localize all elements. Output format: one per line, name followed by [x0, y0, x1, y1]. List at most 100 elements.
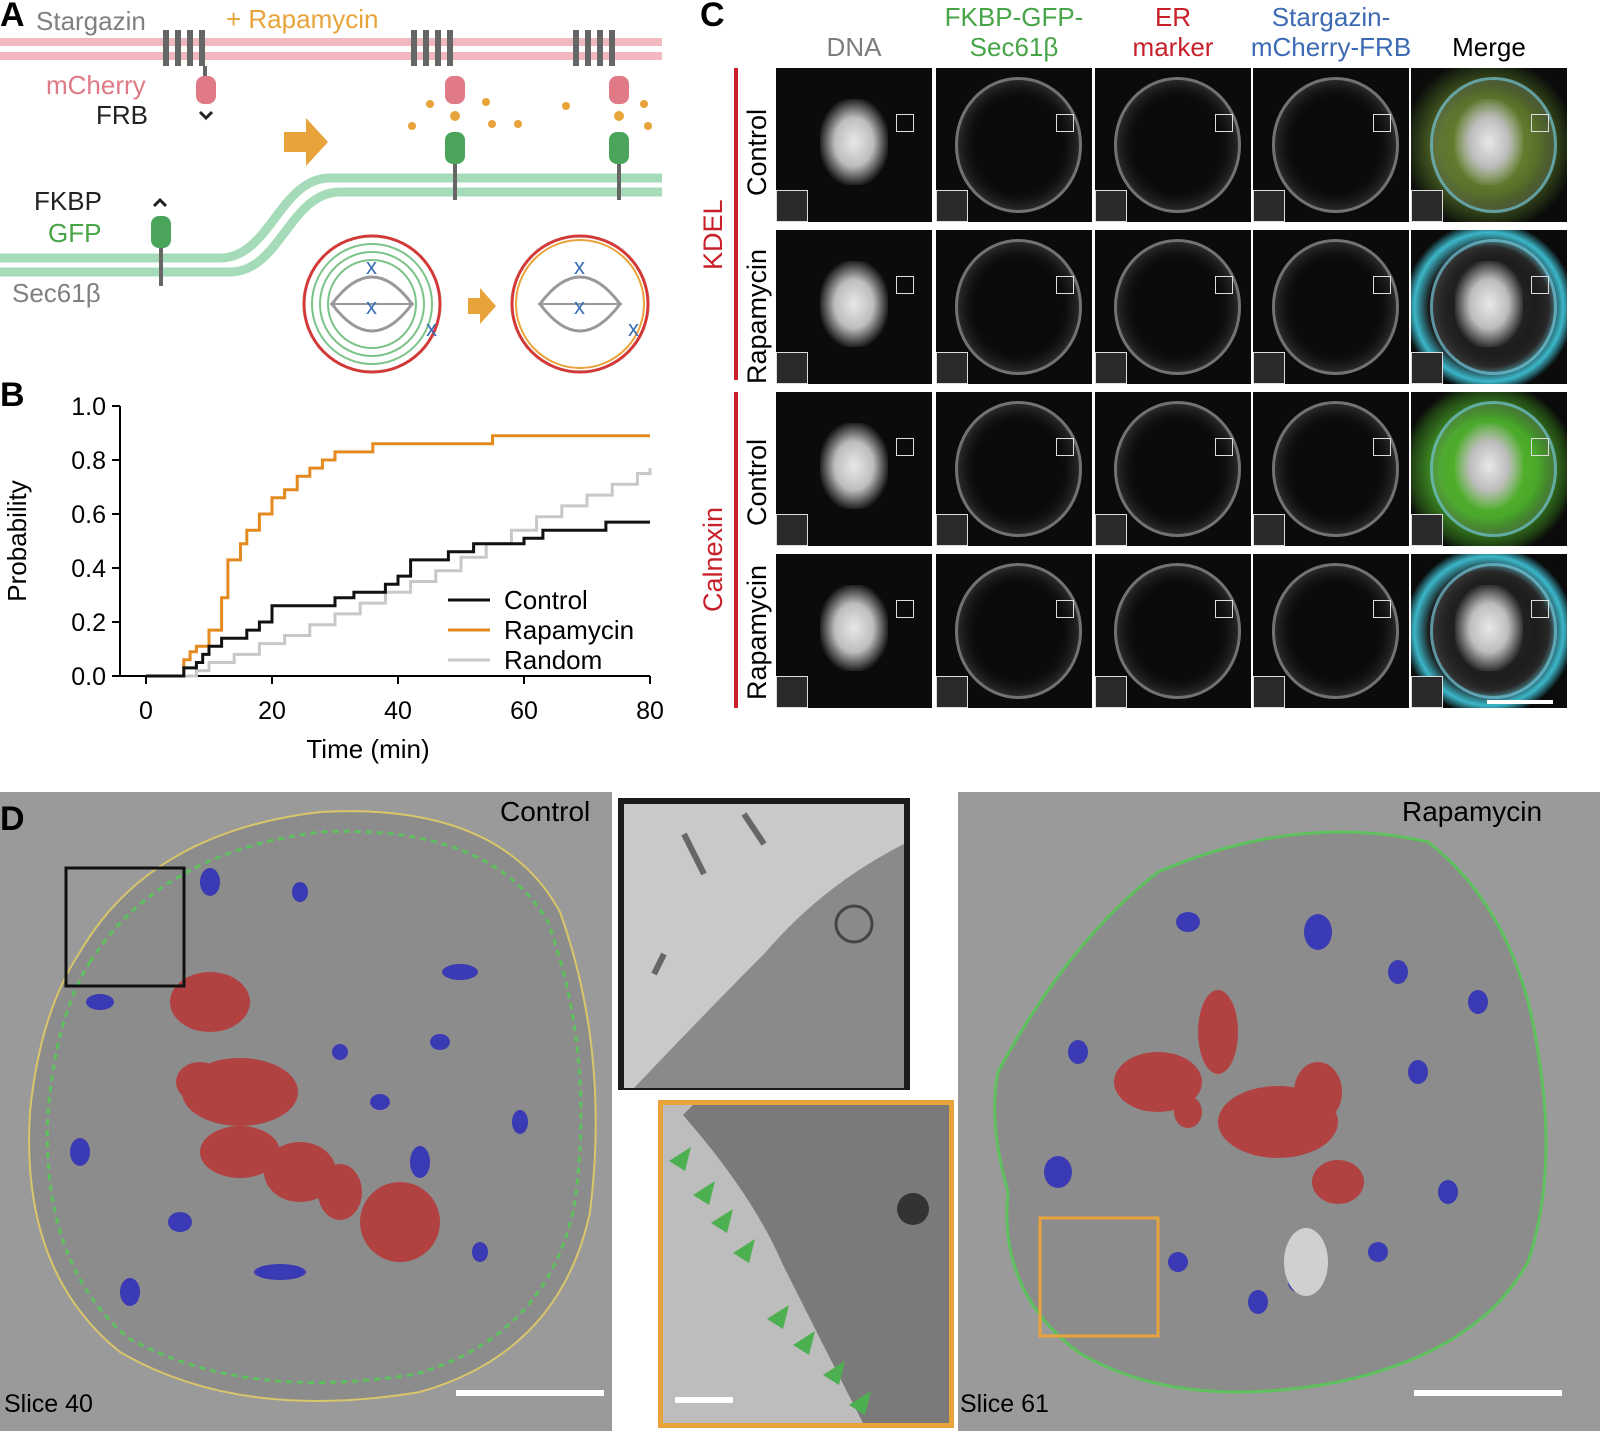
zoom-region-box — [896, 276, 914, 294]
frb-label: FRB — [96, 100, 148, 130]
column-header-line2: DNA — [826, 32, 882, 62]
micrograph-r3-c4 — [1411, 554, 1567, 708]
column-header-4: Merge — [1401, 2, 1577, 62]
rapamycin-particles — [408, 98, 652, 130]
er-trace-rapamycin — [993, 830, 1548, 1394]
zoom-region-box — [1056, 114, 1074, 132]
micrograph-r3-c1 — [936, 554, 1092, 708]
x-axis-label: Time (min) — [306, 734, 429, 764]
zoom-inset — [1095, 514, 1127, 546]
zoom-inset — [1095, 676, 1127, 708]
zoom-inset — [936, 190, 968, 222]
panel-c-letter: C — [700, 0, 725, 34]
scale-bar-rapamycin — [1414, 1390, 1562, 1396]
arrow-right-icon — [284, 118, 328, 166]
micrograph-r1-c4 — [1411, 230, 1567, 384]
row-label-1: Control — [742, 108, 772, 196]
zoom-inset — [1411, 190, 1443, 222]
svg-text:x: x — [628, 316, 639, 341]
column-header-1: FKBP-GFP- Sec61β — [926, 2, 1102, 62]
row-label-4: Rapamycin — [742, 564, 772, 700]
x-tick-label: 60 — [510, 697, 538, 725]
column-header-line1 — [766, 2, 942, 32]
zoom-inset — [1253, 352, 1285, 384]
column-header-line2: mCherry-FRB — [1250, 32, 1412, 62]
y-tick-label: 0.0 — [71, 663, 106, 691]
x-tick-label: 80 — [636, 697, 664, 725]
column-header-0: DNA — [766, 2, 942, 62]
cell-outline — [1429, 77, 1558, 213]
micrograph-r2-c2 — [1095, 392, 1251, 546]
em-zoom-rapamycin-frame — [658, 1100, 954, 1428]
plasma-membrane-upper — [0, 38, 662, 46]
chromosome-cluster — [819, 422, 889, 510]
zoom-region-box — [1531, 600, 1549, 618]
arrow-right-small-icon — [468, 288, 496, 324]
cell-body-control — [28, 810, 597, 1402]
em-zoom-rapamycin-drawing — [669, 1105, 949, 1423]
zoom-region-box — [1215, 438, 1233, 456]
zoom-region-box — [1215, 276, 1233, 294]
svg-text:x: x — [366, 254, 377, 279]
cell-outline — [1113, 401, 1242, 537]
cell-edge-rapamycin — [683, 1105, 949, 1423]
rapamycin-dot-3 — [614, 111, 624, 121]
rapamycin-dot-2 — [450, 111, 460, 121]
em-rapamycin-drawing — [993, 830, 1562, 1396]
chromosomes-control — [170, 972, 440, 1262]
fkbp-label: FKBP — [34, 186, 102, 216]
zoom-region-box — [1215, 600, 1233, 618]
mitotic-cell-control: x x x — [302, 234, 442, 374]
em-control-drawing — [28, 810, 604, 1402]
cell-edge-control — [634, 844, 904, 1088]
cell-outline — [1429, 401, 1558, 537]
probability-chart: 0.0 0.2 0.4 0.6 0.8 1.0 0 20 40 60 80 Time (min) Pro… — [2, 393, 664, 764]
sec61b-label: Sec61β — [12, 278, 101, 308]
mcherry-shape-3 — [609, 76, 629, 104]
mitotic-cell-rapamycin: x x x — [510, 234, 650, 374]
series-line-control — [146, 520, 650, 678]
zoom-region-box — [1373, 438, 1391, 456]
kdel-group-bar — [734, 68, 738, 380]
mcherry-shape-2 — [445, 76, 465, 104]
legend-label-rapamycin: Rapamycin — [504, 615, 634, 645]
series-line-random — [146, 468, 652, 678]
x-tick-label: 0 — [139, 697, 153, 725]
column-header-line2: Sec61β — [969, 32, 1059, 62]
series-line-rapamycin — [146, 434, 650, 678]
em-zoom-control-drawing — [634, 812, 904, 1088]
micrograph-r2-c1 — [936, 392, 1092, 546]
em-control-image: Control Slice 40 — [0, 792, 612, 1431]
zoom-inset — [776, 352, 808, 384]
frb-shape-1 — [198, 110, 214, 121]
stargazin-complex-1 — [163, 30, 205, 66]
micrograph-r3-c2 — [1095, 554, 1251, 708]
cell-outline — [1113, 77, 1242, 213]
zoom-box-rapamycin — [1038, 1216, 1160, 1338]
zoom-inset — [1253, 190, 1285, 222]
zoom-inset — [1253, 676, 1285, 708]
panel-a-letter: A — [0, 0, 25, 34]
cell-outline — [954, 401, 1083, 537]
y-axis-label: Probability — [2, 480, 32, 601]
panel-d-letter: D — [0, 800, 25, 838]
slice-left-label: Slice 40 — [4, 1390, 93, 1418]
zoom-region-box — [896, 114, 914, 132]
zoom-inset — [776, 676, 808, 708]
cell-outline — [1271, 239, 1400, 375]
zoom-inset — [1095, 352, 1127, 384]
micrograph-r0-c1 — [936, 68, 1092, 222]
em-zoom-control — [612, 792, 912, 1090]
micrograph-r2-c3 — [1253, 392, 1409, 546]
kdel-label: KDEL — [698, 199, 728, 270]
column-header-line1: Stargazin- — [1271, 2, 1391, 32]
stargazin-complex-3 — [573, 30, 615, 66]
zoom-region-box — [1373, 600, 1391, 618]
micrograph-r2-c0 — [776, 392, 932, 546]
zoom-region-box — [1056, 276, 1074, 294]
micrograph-r1-c0 — [776, 230, 932, 384]
mcherry-label: mCherry — [46, 70, 146, 100]
x-tick-label: 40 — [384, 697, 412, 725]
zoom-inset — [936, 676, 968, 708]
er-arrowheads — [669, 1147, 871, 1415]
